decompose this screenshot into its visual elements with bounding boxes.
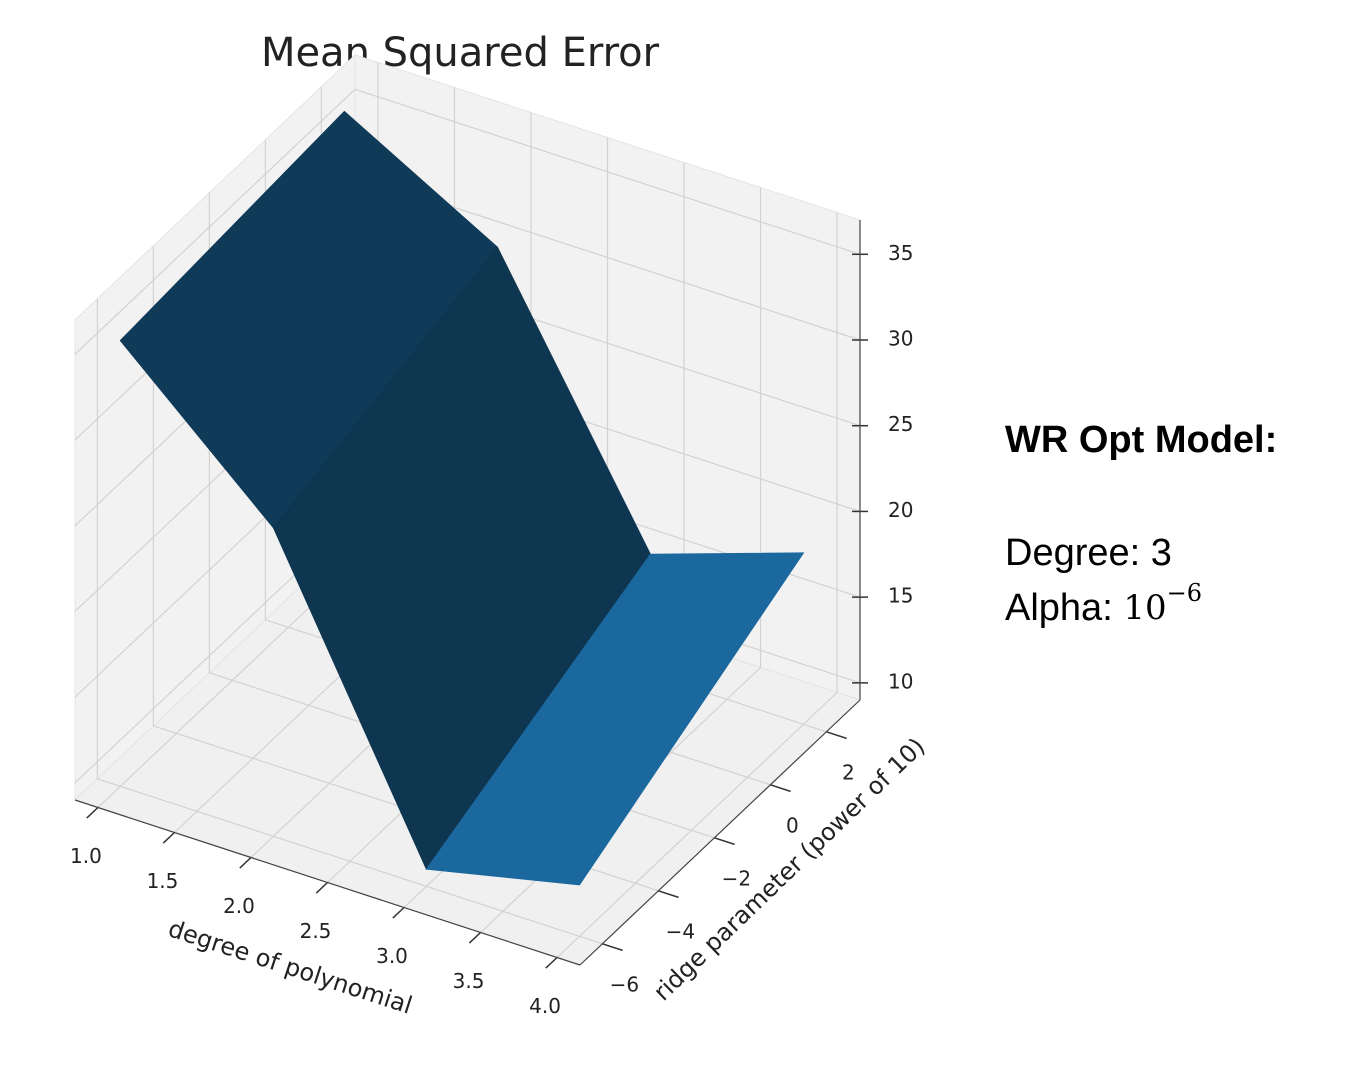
z-tick-label: 35 (888, 241, 913, 265)
y-tick-label: −4 (666, 919, 695, 943)
x-tick-label: 1.5 (147, 869, 179, 893)
tick-mark (239, 856, 252, 869)
tick-mark (770, 784, 791, 793)
tick-mark (315, 881, 329, 894)
y-tick-label: 2 (842, 760, 855, 784)
y-tick-label: 0 (786, 813, 799, 837)
z-tick-label: 25 (888, 412, 913, 436)
annotation-alpha: Alpha: 10−6 (1005, 579, 1202, 630)
tick-mark (392, 906, 405, 919)
x-tick-label: 2.5 (300, 919, 332, 943)
x-tick-label: 2.0 (223, 894, 255, 918)
grid-line (74, 88, 356, 355)
annotation-heading: WR Opt Model: (1005, 419, 1277, 461)
axis-line (579, 699, 861, 966)
tick-mark (86, 806, 99, 819)
grid-line (354, 88, 861, 255)
x-tick-label: 1.0 (70, 844, 102, 868)
x-tick-label: 3.0 (376, 944, 408, 968)
alpha-label: Alpha: (1005, 587, 1113, 629)
surface-patch (425, 552, 805, 886)
y-tick-label: −2 (722, 866, 751, 890)
z-tick-label: 20 (888, 498, 913, 522)
grid-line (97, 778, 603, 945)
z-tick-label: 10 (888, 669, 913, 693)
tick-mark (602, 943, 623, 952)
y-tick-label: −6 (610, 972, 639, 996)
tick-mark (468, 931, 482, 944)
z-tick-label: 30 (888, 327, 913, 351)
grid-line (556, 692, 838, 958)
tick-mark (545, 956, 558, 969)
alpha-exponent: −6 (1167, 579, 1202, 607)
tick-mark (162, 831, 175, 844)
tick-mark (714, 837, 735, 846)
axis-line (74, 799, 581, 966)
x-tick-label: 4.0 (529, 994, 561, 1018)
chart-title: Mean Squared Error (261, 30, 660, 76)
alpha-base: 10 (1123, 588, 1166, 628)
tick-mark (658, 890, 679, 899)
tick-mark (826, 731, 847, 740)
annotation-degree: Degree: 3 (1005, 532, 1172, 574)
x-tick-label: 3.5 (453, 969, 485, 993)
z-tick-label: 15 (888, 584, 913, 608)
